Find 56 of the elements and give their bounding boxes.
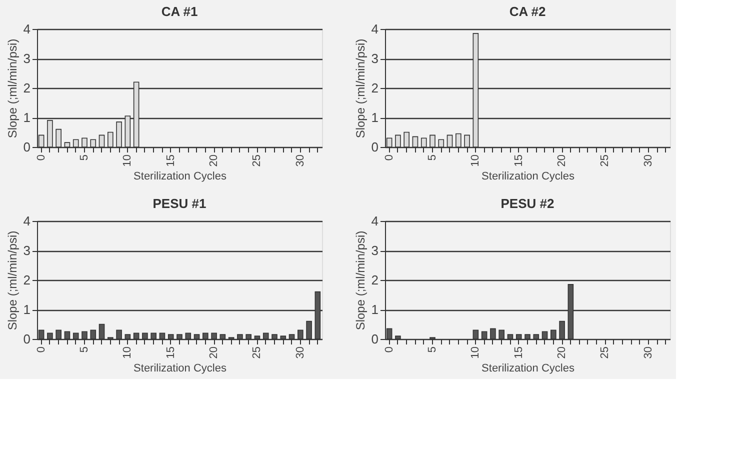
- x-tick-label: 25: [251, 154, 264, 167]
- y-tick-label: 4: [23, 22, 30, 36]
- y-tick-label: 4: [371, 22, 378, 36]
- x-tick-label: 15: [164, 346, 177, 359]
- x-axis-title: Sterilization Cycles: [134, 362, 227, 375]
- x-tick-label: 0: [35, 346, 48, 353]
- y-axis-title: Slope (;ml/min/psi): [353, 230, 368, 330]
- x-tick-label: 10: [122, 346, 134, 359]
- x-tick-label: 30: [642, 154, 654, 167]
- x-tick-label: 30: [294, 154, 306, 167]
- y-tick-label: 3: [23, 243, 30, 258]
- chart-title: PESU #1: [152, 196, 206, 211]
- x-tick-label: 10: [470, 154, 482, 167]
- x-tick-label: 5: [78, 346, 90, 353]
- y-tick-label: 1: [371, 110, 378, 125]
- x-tick-label: 25: [599, 346, 612, 359]
- y-tick-label: 3: [23, 51, 30, 66]
- y-tick-label: 1: [371, 302, 378, 317]
- chart-title: CA #2: [509, 4, 546, 19]
- y-tick-label: 4: [371, 214, 378, 228]
- y-tick-label: 2: [371, 80, 378, 96]
- x-tick-label: 0: [383, 346, 396, 353]
- x-tick-label: 15: [512, 346, 525, 359]
- x-tick-label: 25: [251, 346, 264, 359]
- x-tick-label: 0: [383, 154, 396, 161]
- x-tick-label: 10: [122, 154, 134, 167]
- y-axis-title: Slope (;ml/min/psi): [5, 230, 20, 330]
- x-tick-label: 15: [164, 154, 177, 167]
- y-axis-title: Slope (;ml/min/psi): [353, 38, 368, 138]
- y-tick-label: 1: [23, 110, 30, 125]
- y-tick-label: 4: [23, 214, 30, 228]
- y-tick-label: 2: [23, 272, 30, 288]
- x-axis-title: Sterilization Cycles: [482, 362, 575, 375]
- x-tick-label: 15: [512, 154, 525, 167]
- y-tick-label: 3: [371, 243, 378, 258]
- x-tick-label: 10: [470, 346, 482, 359]
- y-tick-label: 2: [371, 272, 378, 288]
- y-tick-label: 1: [23, 302, 30, 317]
- y-tick-label: 3: [371, 51, 378, 66]
- chart-title: PESU #2: [500, 196, 554, 211]
- x-tick-label: 5: [426, 154, 438, 161]
- x-tick-label: 30: [642, 346, 654, 359]
- x-tick-label: 20: [208, 346, 220, 359]
- y-tick-label: 2: [23, 80, 30, 96]
- x-tick-label: 20: [208, 154, 220, 167]
- x-tick-label: 5: [426, 346, 438, 353]
- y-axis-title: Slope (;ml/min/psi): [5, 38, 20, 138]
- x-tick-label: 25: [599, 154, 612, 167]
- x-tick-label: 20: [556, 346, 568, 359]
- x-tick-label: 5: [78, 154, 90, 161]
- x-axis-title: Sterilization Cycles: [482, 170, 575, 183]
- x-tick-label: 20: [556, 154, 568, 167]
- x-axis-title: Sterilization Cycles: [134, 170, 227, 183]
- x-tick-label: 30: [294, 346, 306, 359]
- chart-title: CA #1: [161, 4, 198, 19]
- x-tick-label: 0: [35, 154, 48, 161]
